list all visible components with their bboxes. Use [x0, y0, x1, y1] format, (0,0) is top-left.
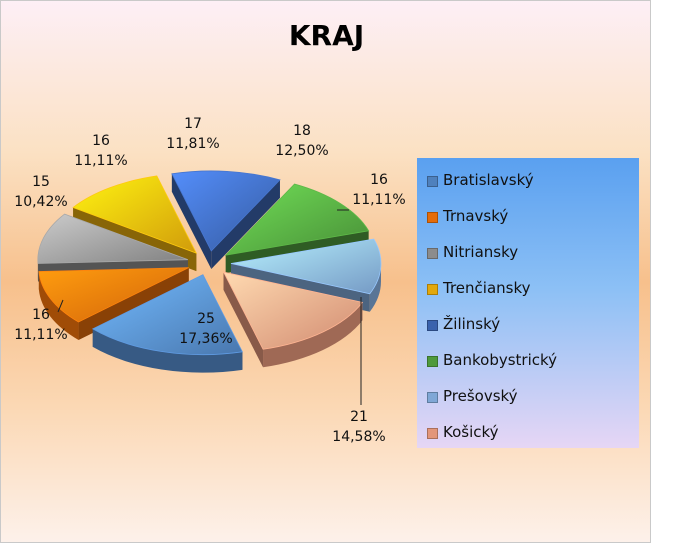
legend-item-6: Prešovský — [417, 378, 639, 414]
data-label-3: 16 11,11% — [74, 133, 127, 169]
legend-label: Trnavský — [443, 207, 509, 225]
chart-area: KRAJ 25 17,36% 16 11,11% 15 10,42% 16 11,11% 17 1… — [0, 0, 651, 543]
legend-swatch — [427, 320, 438, 331]
leader-line-1 — [57, 299, 64, 313]
slice-top-Žilinský — [171, 170, 281, 252]
slice-rim — [38, 271, 79, 340]
legend-item-7: Košický — [417, 414, 639, 450]
slice-wall — [211, 179, 280, 269]
pie-slice-4 — [171, 170, 281, 269]
legend-label: Košický — [443, 423, 499, 441]
legend-label: Prešovský — [443, 387, 518, 405]
pie-slice-7 — [222, 271, 364, 368]
legend-label: Bratislavský — [443, 171, 534, 189]
legend-label: Žilinský — [443, 315, 501, 333]
legend-swatch — [427, 392, 438, 403]
slice-wall — [171, 173, 212, 269]
pie-slice-1 — [38, 267, 189, 340]
legend-label: Trenčiansky — [443, 279, 531, 297]
legend-item-1: Trnavský — [417, 198, 639, 234]
pie-chart: 25 17,36%16 11,11%15 10,42%16 11,11%17 11,81%… — [14, 116, 405, 445]
data-label-7: 21 14,58% — [332, 409, 385, 445]
slice-top-Nitriansky — [37, 213, 188, 264]
slice-top-Bratislavský — [91, 274, 244, 356]
slice-top-Prešovský — [230, 238, 382, 295]
slice-top-Trenčiansky — [72, 175, 198, 254]
slice-rim — [92, 328, 243, 373]
slice-top-Trnavský — [38, 267, 189, 323]
slice-top-Bankobystrický — [224, 183, 370, 256]
data-label-5: 18 12,50% — [275, 123, 328, 159]
legend-swatch — [427, 284, 438, 295]
data-label-0: 25 17,36% — [179, 311, 232, 347]
legend-item-5: Bankobystrický — [417, 342, 639, 378]
slice-wall — [223, 272, 264, 368]
legend-swatch — [427, 176, 438, 187]
pie-slice-0 — [91, 274, 244, 373]
legend-swatch — [427, 428, 438, 439]
data-label-6: 16 11,11% — [352, 172, 405, 208]
legend-item-0: Bratislavský — [417, 162, 639, 198]
legend-swatch — [427, 356, 438, 367]
legend-label: Nitriansky — [443, 243, 519, 261]
chart-title: KRAJ — [288, 19, 365, 52]
legend-item-4: Žilinský — [417, 306, 639, 342]
legend-item-2: Nitriansky — [417, 234, 639, 270]
slice-rim — [263, 302, 363, 368]
data-label-2: 15 10,42% — [14, 174, 67, 210]
slice-rim — [369, 263, 381, 312]
legend-label: Bankobystrický — [443, 351, 558, 369]
legend-item-3: Trenčiansky — [417, 270, 639, 306]
data-label-4: 17 11,81% — [166, 116, 219, 152]
slice-top-Košický — [222, 271, 364, 350]
legend: Bratislavský Trnavský Nitriansky Trenčiansk… — [417, 158, 639, 448]
legend-swatch — [427, 248, 438, 259]
data-label-1: 16 11,11% — [14, 307, 67, 343]
legend-swatch — [427, 212, 438, 223]
